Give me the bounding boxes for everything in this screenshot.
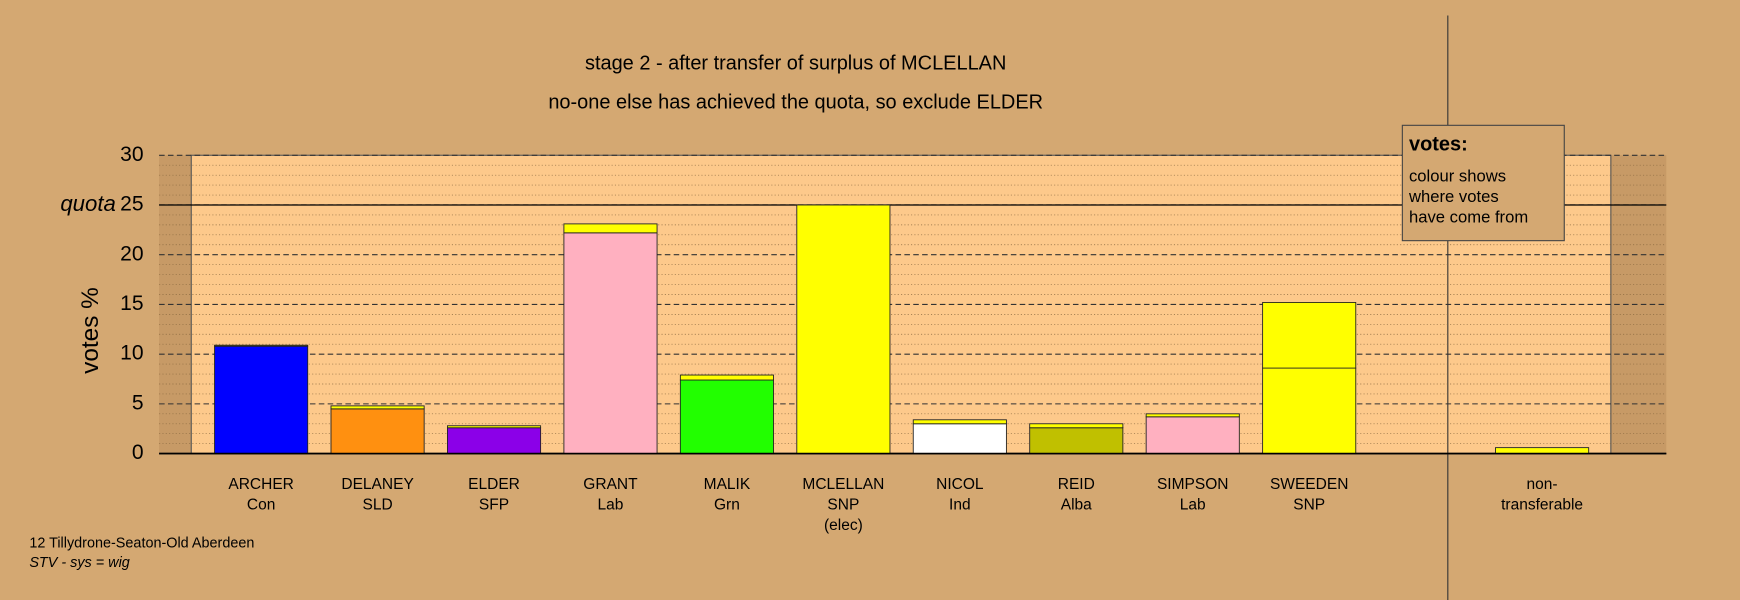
bar-segment <box>330 408 425 455</box>
bar-segment <box>1145 413 1240 418</box>
x-tick-label: SNP <box>1293 496 1325 513</box>
bar-segment <box>447 427 542 455</box>
x-tick-label: SNP <box>827 496 859 513</box>
x-tick-label: SFP <box>479 496 509 513</box>
x-tick-label: transferable <box>1501 496 1583 513</box>
bar-segment <box>447 425 542 429</box>
bar-segment <box>563 232 658 455</box>
x-tick-label: ELDER <box>468 476 520 493</box>
y-tick-label: 10 <box>120 342 143 365</box>
x-tick-label: (elec) <box>824 517 863 534</box>
bar-segment <box>1145 416 1240 455</box>
bar-segment <box>912 419 1007 425</box>
bar-segment <box>1029 423 1124 429</box>
x-tick-label: GRANT <box>583 476 638 493</box>
x-tick-label: SLD <box>362 496 392 513</box>
x-tick-label: NICOL <box>936 476 984 493</box>
y-tick-label: 15 <box>120 292 143 315</box>
bar-segment <box>330 405 425 410</box>
x-tick-label: Grn <box>714 496 740 513</box>
note-text: colour shows <box>1409 166 1506 185</box>
y-tick-label: 30 <box>120 143 143 166</box>
x-tick-label: SIMPSON <box>1157 476 1229 493</box>
bar-segment <box>214 344 309 347</box>
bar-segment <box>912 423 1007 455</box>
bar-segment <box>563 223 658 234</box>
x-tick-label: REID <box>1058 476 1095 493</box>
bar-segment <box>796 204 891 455</box>
note-text: votes: <box>1409 134 1468 156</box>
x-tick-label: Lab <box>598 496 624 513</box>
x-tick-label: SWEEDEN <box>1270 476 1348 493</box>
bar-segment <box>1262 302 1357 369</box>
y-tick-label: 20 <box>120 242 143 265</box>
quota-label: quota <box>60 191 115 216</box>
footer: STV - sys = wig <box>29 555 129 571</box>
y-tick-label: 0 <box>132 441 144 464</box>
chart-title: stage 2 - after transfer of surplus of M… <box>585 53 1006 75</box>
note-box <box>1401 124 1565 242</box>
x-tick-label: Ind <box>949 496 971 513</box>
bar-segment <box>1495 447 1590 455</box>
x-tick-label: non- <box>1527 476 1558 493</box>
note-text: where votes <box>1408 187 1499 206</box>
bar-segment <box>214 345 309 455</box>
bar-segment <box>1029 427 1124 455</box>
x-tick-label: ARCHER <box>228 476 294 493</box>
note-text: have come from <box>1409 207 1528 226</box>
footer: 12 Tillydrone-Seaton-Old Aberdeen <box>29 535 254 551</box>
bar-segment <box>679 379 774 455</box>
x-tick-label: MALIK <box>704 476 751 493</box>
x-tick-label: MCLELLAN <box>802 476 884 493</box>
chart-subtitle: no-one else has achieved the quota, so e… <box>548 91 1043 113</box>
x-tick-label: Con <box>247 496 275 513</box>
bar-segment <box>679 374 774 381</box>
x-tick-label: Lab <box>1180 496 1206 513</box>
bar-segment <box>1262 367 1357 455</box>
y-axis-label: votes % <box>77 287 104 374</box>
y-tick-label: 5 <box>132 391 144 414</box>
x-tick-label: Alba <box>1061 496 1092 513</box>
x-tick-label: DELANEY <box>341 476 414 493</box>
y-tick-label: 25 <box>120 193 143 216</box>
